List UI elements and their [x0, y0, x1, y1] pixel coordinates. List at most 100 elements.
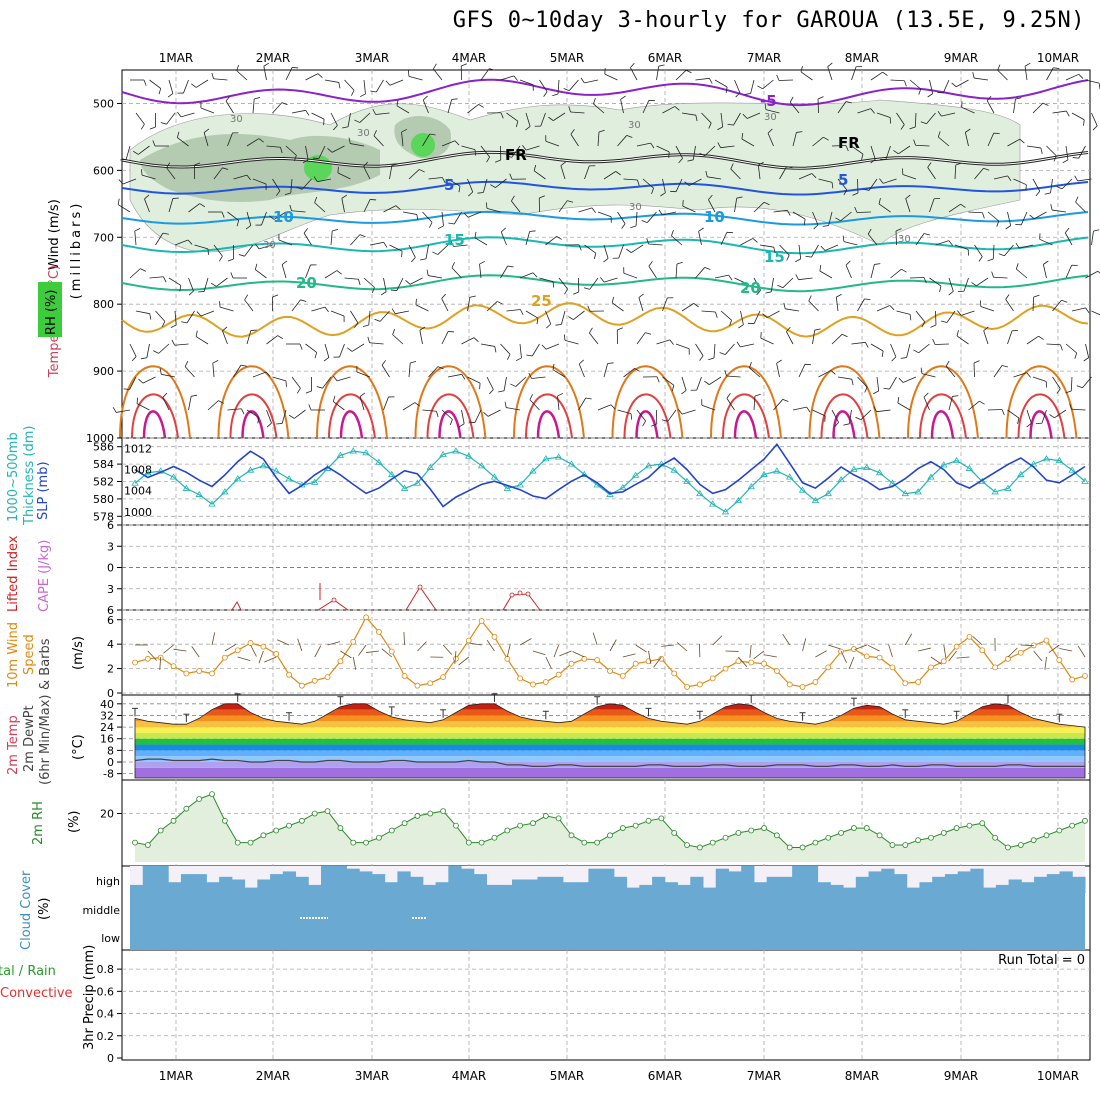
wind-speed-line-point [555, 671, 562, 678]
wind-barb-flag [765, 291, 772, 294]
wind-barb-flag [570, 129, 575, 135]
wind-barb-flag [458, 186, 461, 193]
tick-label: 584 [93, 458, 114, 471]
wind-barb-flag [120, 159, 127, 161]
wind-barb [236, 70, 248, 81]
wind-barb [158, 343, 170, 354]
rh2m-line-point [440, 808, 447, 814]
wind-barb-flag [762, 313, 768, 318]
wind-barb-flag [685, 69, 692, 74]
wind-barb-flag [626, 248, 632, 253]
high-cloud-bar [817, 882, 831, 893]
wind-barb-flag [483, 412, 489, 417]
wind-barb-flag [603, 258, 609, 263]
wind-barb [1005, 299, 1014, 312]
wind-barb-flag [171, 339, 175, 346]
wind-barb-flag [593, 253, 597, 260]
wind-speed-line-point [542, 679, 549, 685]
rh2m-line-point [504, 827, 511, 834]
wind-barb [798, 364, 806, 378]
wind-barb-flag [238, 254, 245, 257]
wind-barb [695, 77, 710, 81]
wind-barb [1052, 300, 1062, 312]
temp-band [135, 703, 1085, 710]
wind-barb [968, 211, 983, 214]
wind-barb-flag [878, 198, 881, 205]
contour-35 [722, 393, 770, 439]
high-cloud-bar [1072, 876, 1086, 893]
wind-barb [482, 178, 488, 193]
rh2m-line-point [350, 839, 357, 846]
wind-barb-flag [813, 224, 819, 230]
wind-barb-flag [738, 324, 744, 329]
thickness-line-point [696, 489, 704, 497]
wind-barb [149, 79, 161, 89]
wind-barb [954, 164, 957, 180]
wind-barb-flag [161, 321, 166, 327]
wind-barb [375, 112, 390, 115]
wind-barb-flag [454, 140, 460, 146]
wind-barb [428, 177, 443, 180]
rh2m-line-point [722, 834, 729, 841]
wind-barb [447, 178, 461, 187]
rh2m-line-point [324, 808, 331, 814]
wind-barb [589, 332, 599, 345]
wind-barb [688, 178, 702, 186]
high-cloud-bar [130, 884, 144, 893]
wind-barb [647, 211, 657, 223]
high-cloud-bar [575, 882, 589, 893]
contour-30 [808, 365, 881, 439]
wind-barb [305, 264, 311, 279]
wind10-ylabel-c: & Barbs [38, 638, 53, 690]
wind-speed-line-point [183, 670, 190, 677]
wind-barb-flag [176, 131, 180, 138]
surface-wind-barb [163, 644, 174, 654]
wind-barb-flag [396, 99, 399, 106]
high-cloud-bar [881, 868, 895, 893]
wind-barb [675, 343, 690, 350]
wind-barb [961, 106, 975, 114]
temp-2m-line [134, 703, 1086, 779]
wind-barb [766, 310, 780, 318]
temp-band [135, 756, 1085, 762]
wind-barb [1046, 343, 1061, 346]
surface-wind-barb [609, 639, 617, 652]
wind-speed-line-point [607, 668, 613, 674]
temp-band [135, 762, 1085, 768]
wind-barb-flag [461, 374, 466, 380]
wind-barb [506, 309, 521, 312]
wind-barb-flag [191, 394, 198, 397]
wind-barb-flag [973, 360, 980, 364]
wind-barb-flag [1069, 403, 1072, 410]
wind-barb-flag [920, 121, 927, 125]
wind-barb [122, 178, 137, 185]
wind-barb [188, 203, 200, 213]
high-cloud-bar [422, 884, 437, 893]
wind-barb-flag [211, 282, 217, 287]
thickness-line-point [375, 458, 383, 465]
wind-barb [753, 201, 765, 213]
wind-barb [531, 343, 540, 357]
lifted-index-line [405, 586, 437, 611]
rh2m-line-point [1069, 822, 1076, 829]
rh2m-line-point [658, 815, 665, 822]
thickness-line-point [1004, 484, 1012, 491]
surface-wind-barb [1048, 644, 1060, 653]
wind-barb-flag [578, 359, 584, 365]
thickness-line-point [991, 488, 999, 495]
wind-barb [819, 270, 833, 279]
wind-barb-flag [808, 295, 812, 302]
temp-band [135, 721, 1085, 728]
surface-wind-barb [661, 644, 675, 647]
wind-barb [433, 68, 443, 81]
wind-barb-flag [695, 115, 698, 122]
tick-label: 16 [100, 733, 114, 746]
wind-speed-line-point [992, 664, 999, 671]
rh2m-line-point [594, 839, 601, 846]
surface-wind-barb [340, 650, 352, 659]
wind-barb-flag [742, 113, 748, 119]
wind-barb [890, 79, 905, 82]
temp-bands [135, 703, 1085, 778]
wind-barb-flag [258, 138, 264, 143]
surface-wind-barb [403, 631, 405, 646]
